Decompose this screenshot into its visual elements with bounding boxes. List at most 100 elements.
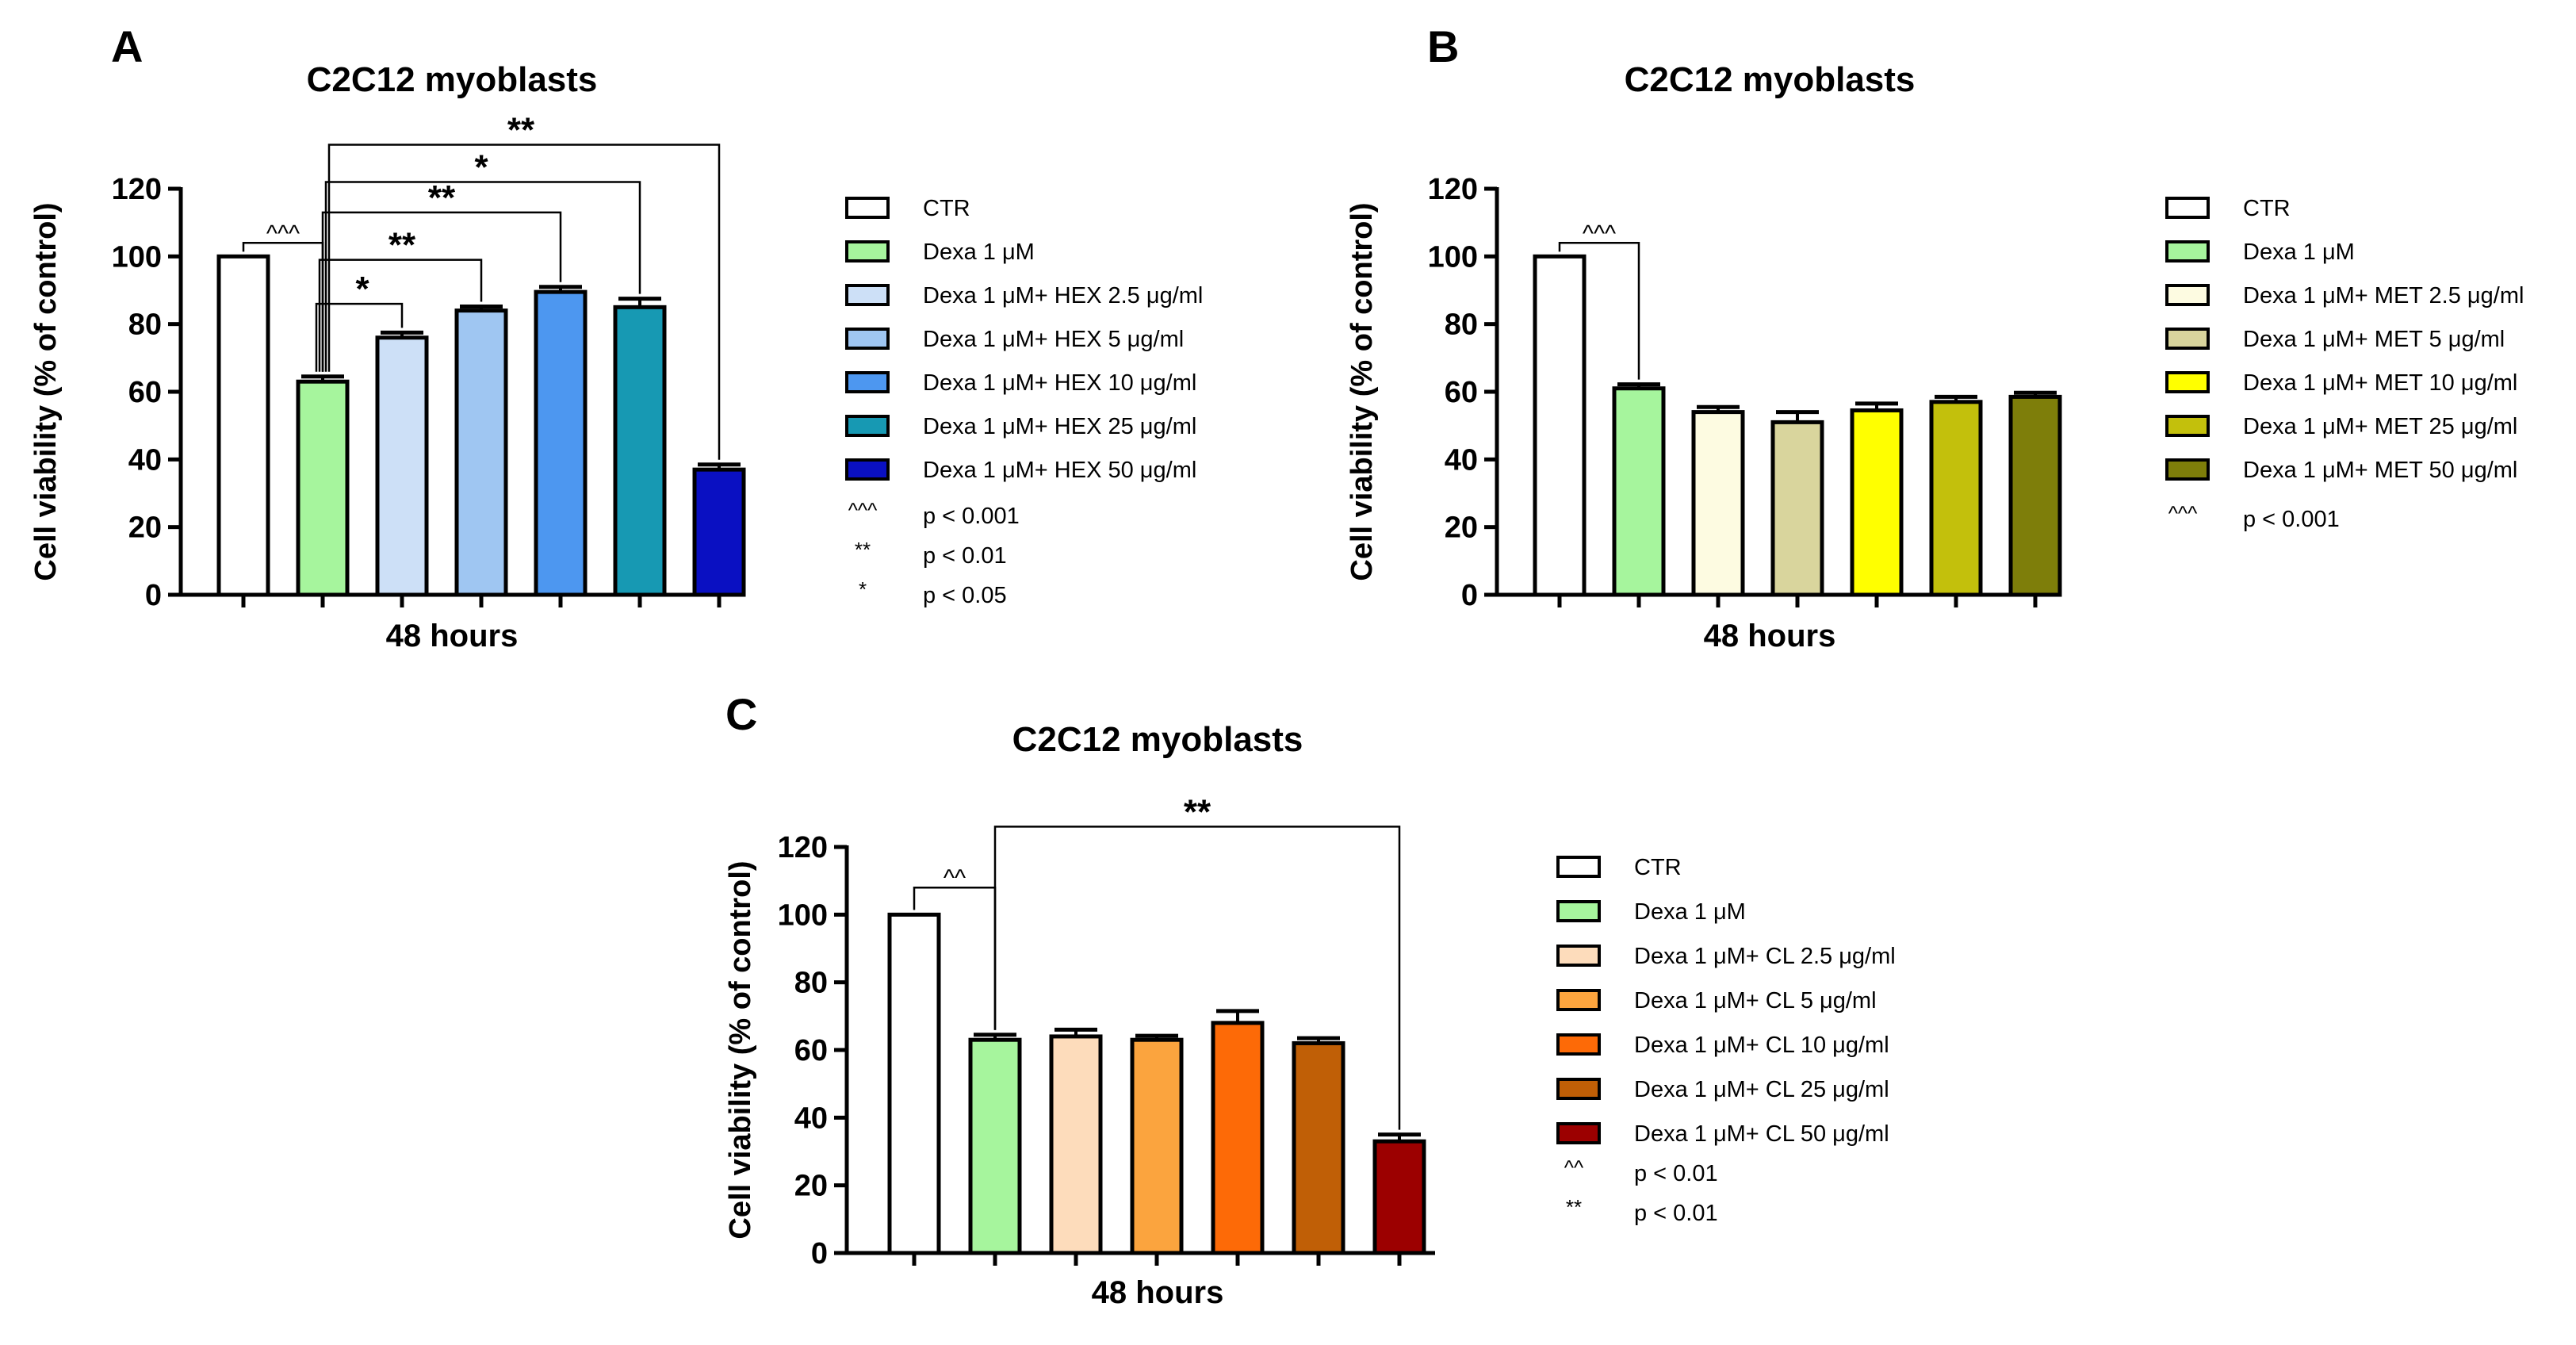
y-tick-label: 80: [1445, 308, 1478, 342]
bar: [692, 467, 746, 597]
bar: [216, 254, 270, 597]
significance-text: p < 0.05: [923, 583, 1007, 608]
y-tick-label: 40: [1445, 443, 1478, 477]
legend-label: Dexa 1 μM+ HEX 2.5 μg/ml: [923, 283, 1203, 308]
y-tick-label: 120: [112, 173, 162, 206]
panel-a: A C2C12 myoblasts 0 20 40 60 80 100 120 Cell viab…: [29, 21, 1203, 653]
bar: [296, 379, 350, 597]
legend-label: CTR: [2243, 196, 2291, 221]
bar: [613, 305, 667, 597]
bracket-label: **: [507, 111, 535, 150]
legend-swatch: [2165, 328, 2210, 350]
significance-text: p < 0.01: [923, 543, 1007, 569]
legend-swatch: [845, 284, 890, 306]
y-tick-label: 80: [794, 967, 828, 1000]
y-tick-label: 60: [1445, 376, 1478, 409]
significance-symbol: ^^^: [2168, 501, 2198, 525]
y-axis-label: Cell viability (% of control): [29, 202, 63, 581]
bar: [887, 912, 941, 1255]
legend-swatch: [2165, 240, 2210, 262]
significance-bracket: [993, 826, 1401, 1130]
significance-text: p < 0.01: [1634, 1161, 1718, 1186]
legend-label: Dexa 1 μM+ MET 50 μg/ml: [2243, 458, 2517, 483]
legend-label: Dexa 1 μM+ MET 25 μg/ml: [2243, 414, 2517, 439]
significance-text: p < 0.001: [923, 504, 1020, 529]
bracket-label: **: [428, 178, 456, 217]
x-axis-label: 48 hours: [386, 619, 519, 653]
y-tick-label: 80: [128, 308, 162, 342]
legend-label: Dexa 1 μM+ MET 2.5 μg/ml: [2243, 283, 2524, 308]
panel-letter: A: [111, 21, 143, 71]
bar: [968, 1037, 1022, 1255]
legend-label: Dexa 1 μM+ HEX 5 μg/ml: [923, 327, 1184, 352]
legend-label: CTR: [923, 196, 970, 221]
bar: [1372, 1139, 1426, 1255]
bar: [534, 289, 588, 597]
legend-label: Dexa 1 μM: [1634, 899, 1746, 925]
legend-label: Dexa 1 μM+ CL 10 μg/ml: [1634, 1033, 1889, 1058]
y-tick-label: 0: [145, 579, 162, 612]
bar: [454, 308, 508, 597]
panel-c: C C2C12 myoblasts 0 20 40 60 80 100 120 Cell viab…: [724, 689, 1896, 1310]
significance-bracket: [327, 144, 721, 460]
bracket-label: *: [474, 148, 488, 186]
legend-label: Dexa 1 μM+ HEX 25 μg/ml: [923, 414, 1196, 439]
y-tick-label: 40: [794, 1102, 828, 1135]
legend-label: Dexa 1 μM+ MET 5 μg/ml: [2243, 327, 2505, 352]
bar: [375, 335, 429, 597]
significance-bracket: [321, 211, 562, 372]
legend-swatch: [2165, 458, 2210, 481]
bar: [1850, 408, 1904, 597]
legend-swatch: [845, 415, 890, 437]
bar: [1049, 1034, 1103, 1255]
legend-swatch: [2165, 371, 2210, 393]
bar: [1612, 386, 1666, 597]
legend-swatch: [1556, 945, 1601, 967]
legend-label: Dexa 1 μM: [923, 239, 1035, 265]
significance-text: p < 0.01: [1634, 1201, 1718, 1226]
significance-bracket: [318, 259, 483, 372]
y-tick-label: 40: [128, 443, 162, 477]
bar: [1292, 1040, 1345, 1255]
significance-text: p < 0.001: [2243, 507, 2340, 532]
legend-label: CTR: [1634, 855, 1682, 880]
y-axis-label: Cell viability (% of control): [1345, 202, 1379, 581]
y-tick-label: 20: [794, 1170, 828, 1203]
panel-letter: C: [725, 689, 757, 739]
legend-label: Dexa 1 μM+ CL 2.5 μg/ml: [1634, 944, 1896, 969]
bracket-label: ^^^: [266, 220, 300, 247]
legend-swatch: [1556, 989, 1601, 1011]
legend-swatch: [1556, 1078, 1601, 1100]
y-tick-label: 100: [1428, 240, 1478, 274]
y-tick-label: 120: [778, 831, 828, 864]
legend-swatch: [845, 458, 890, 481]
bar: [1770, 420, 1824, 597]
x-axis-label: 48 hours: [1092, 1275, 1224, 1310]
bracket-label: *: [355, 270, 369, 308]
y-tick-label: 60: [794, 1034, 828, 1067]
bracket-label: ^^: [944, 865, 966, 891]
legend-swatch: [1556, 900, 1601, 922]
legend-swatch: [2165, 284, 2210, 306]
legend-swatch: [2165, 415, 2210, 437]
y-axis-label: Cell viability (% of control): [724, 860, 757, 1239]
significance-symbol: **: [1566, 1195, 1582, 1219]
y-tick-label: 100: [112, 240, 162, 274]
bar: [1691, 410, 1745, 597]
significance-bracket: [1558, 242, 1640, 380]
y-tick-label: 20: [1445, 512, 1478, 545]
bar: [1533, 254, 1587, 597]
y-tick-label: 0: [811, 1237, 828, 1270]
legend-label: Dexa 1 μM+ CL 25 μg/ml: [1634, 1077, 1889, 1102]
legend-swatch: [845, 371, 890, 393]
legend-label: Dexa 1 μM+ HEX 10 μg/ml: [923, 370, 1196, 396]
significance-symbol: *: [859, 577, 867, 601]
significance-symbol: ^^^: [848, 498, 878, 522]
bar: [1929, 400, 1983, 597]
legend-label: Dexa 1 μM+ CL 5 μg/ml: [1634, 988, 1877, 1014]
legend-swatch: [845, 197, 890, 219]
bar: [1130, 1037, 1184, 1255]
legend-swatch: [2165, 197, 2210, 219]
bracket-label: **: [1184, 792, 1211, 831]
